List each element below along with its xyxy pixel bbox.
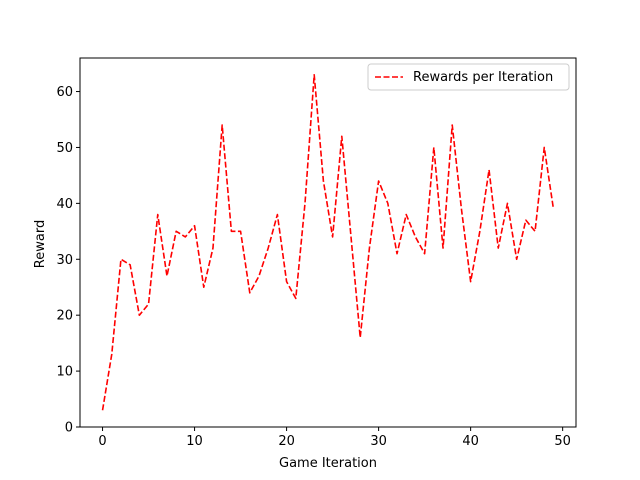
x-tick-label: 20	[278, 434, 295, 449]
x-tick-label: 0	[98, 434, 106, 449]
legend-label: Rewards per Iteration	[413, 70, 553, 85]
y-axis: 0 10 20 30 40 50 60	[56, 85, 80, 436]
series-line	[101, 73, 555, 411]
y-tick-label: 10	[56, 365, 73, 380]
y-tick-label: 50	[56, 141, 73, 156]
x-tick-label: 10	[186, 434, 203, 449]
y-tick-label: 30	[56, 253, 73, 268]
x-axis-label: Game Iteration	[279, 456, 377, 471]
plot-area	[79, 57, 577, 428]
y-tick-label: 60	[56, 85, 73, 100]
series-layer	[101, 73, 555, 411]
legend: Rewards per Iteration	[367, 63, 570, 91]
y-tick-label: 40	[56, 197, 73, 212]
x-axis: 0 10 20 30 40 50	[98, 427, 571, 449]
x-tick-label: 40	[462, 434, 479, 449]
y-tick-label: 0	[65, 421, 73, 436]
y-axis-label: Reward	[33, 220, 48, 268]
x-tick-label: 30	[370, 434, 387, 449]
legend-box	[367, 63, 570, 91]
plot-frame	[79, 57, 577, 428]
y-tick-label: 20	[56, 309, 73, 324]
x-tick-label: 50	[554, 434, 571, 449]
